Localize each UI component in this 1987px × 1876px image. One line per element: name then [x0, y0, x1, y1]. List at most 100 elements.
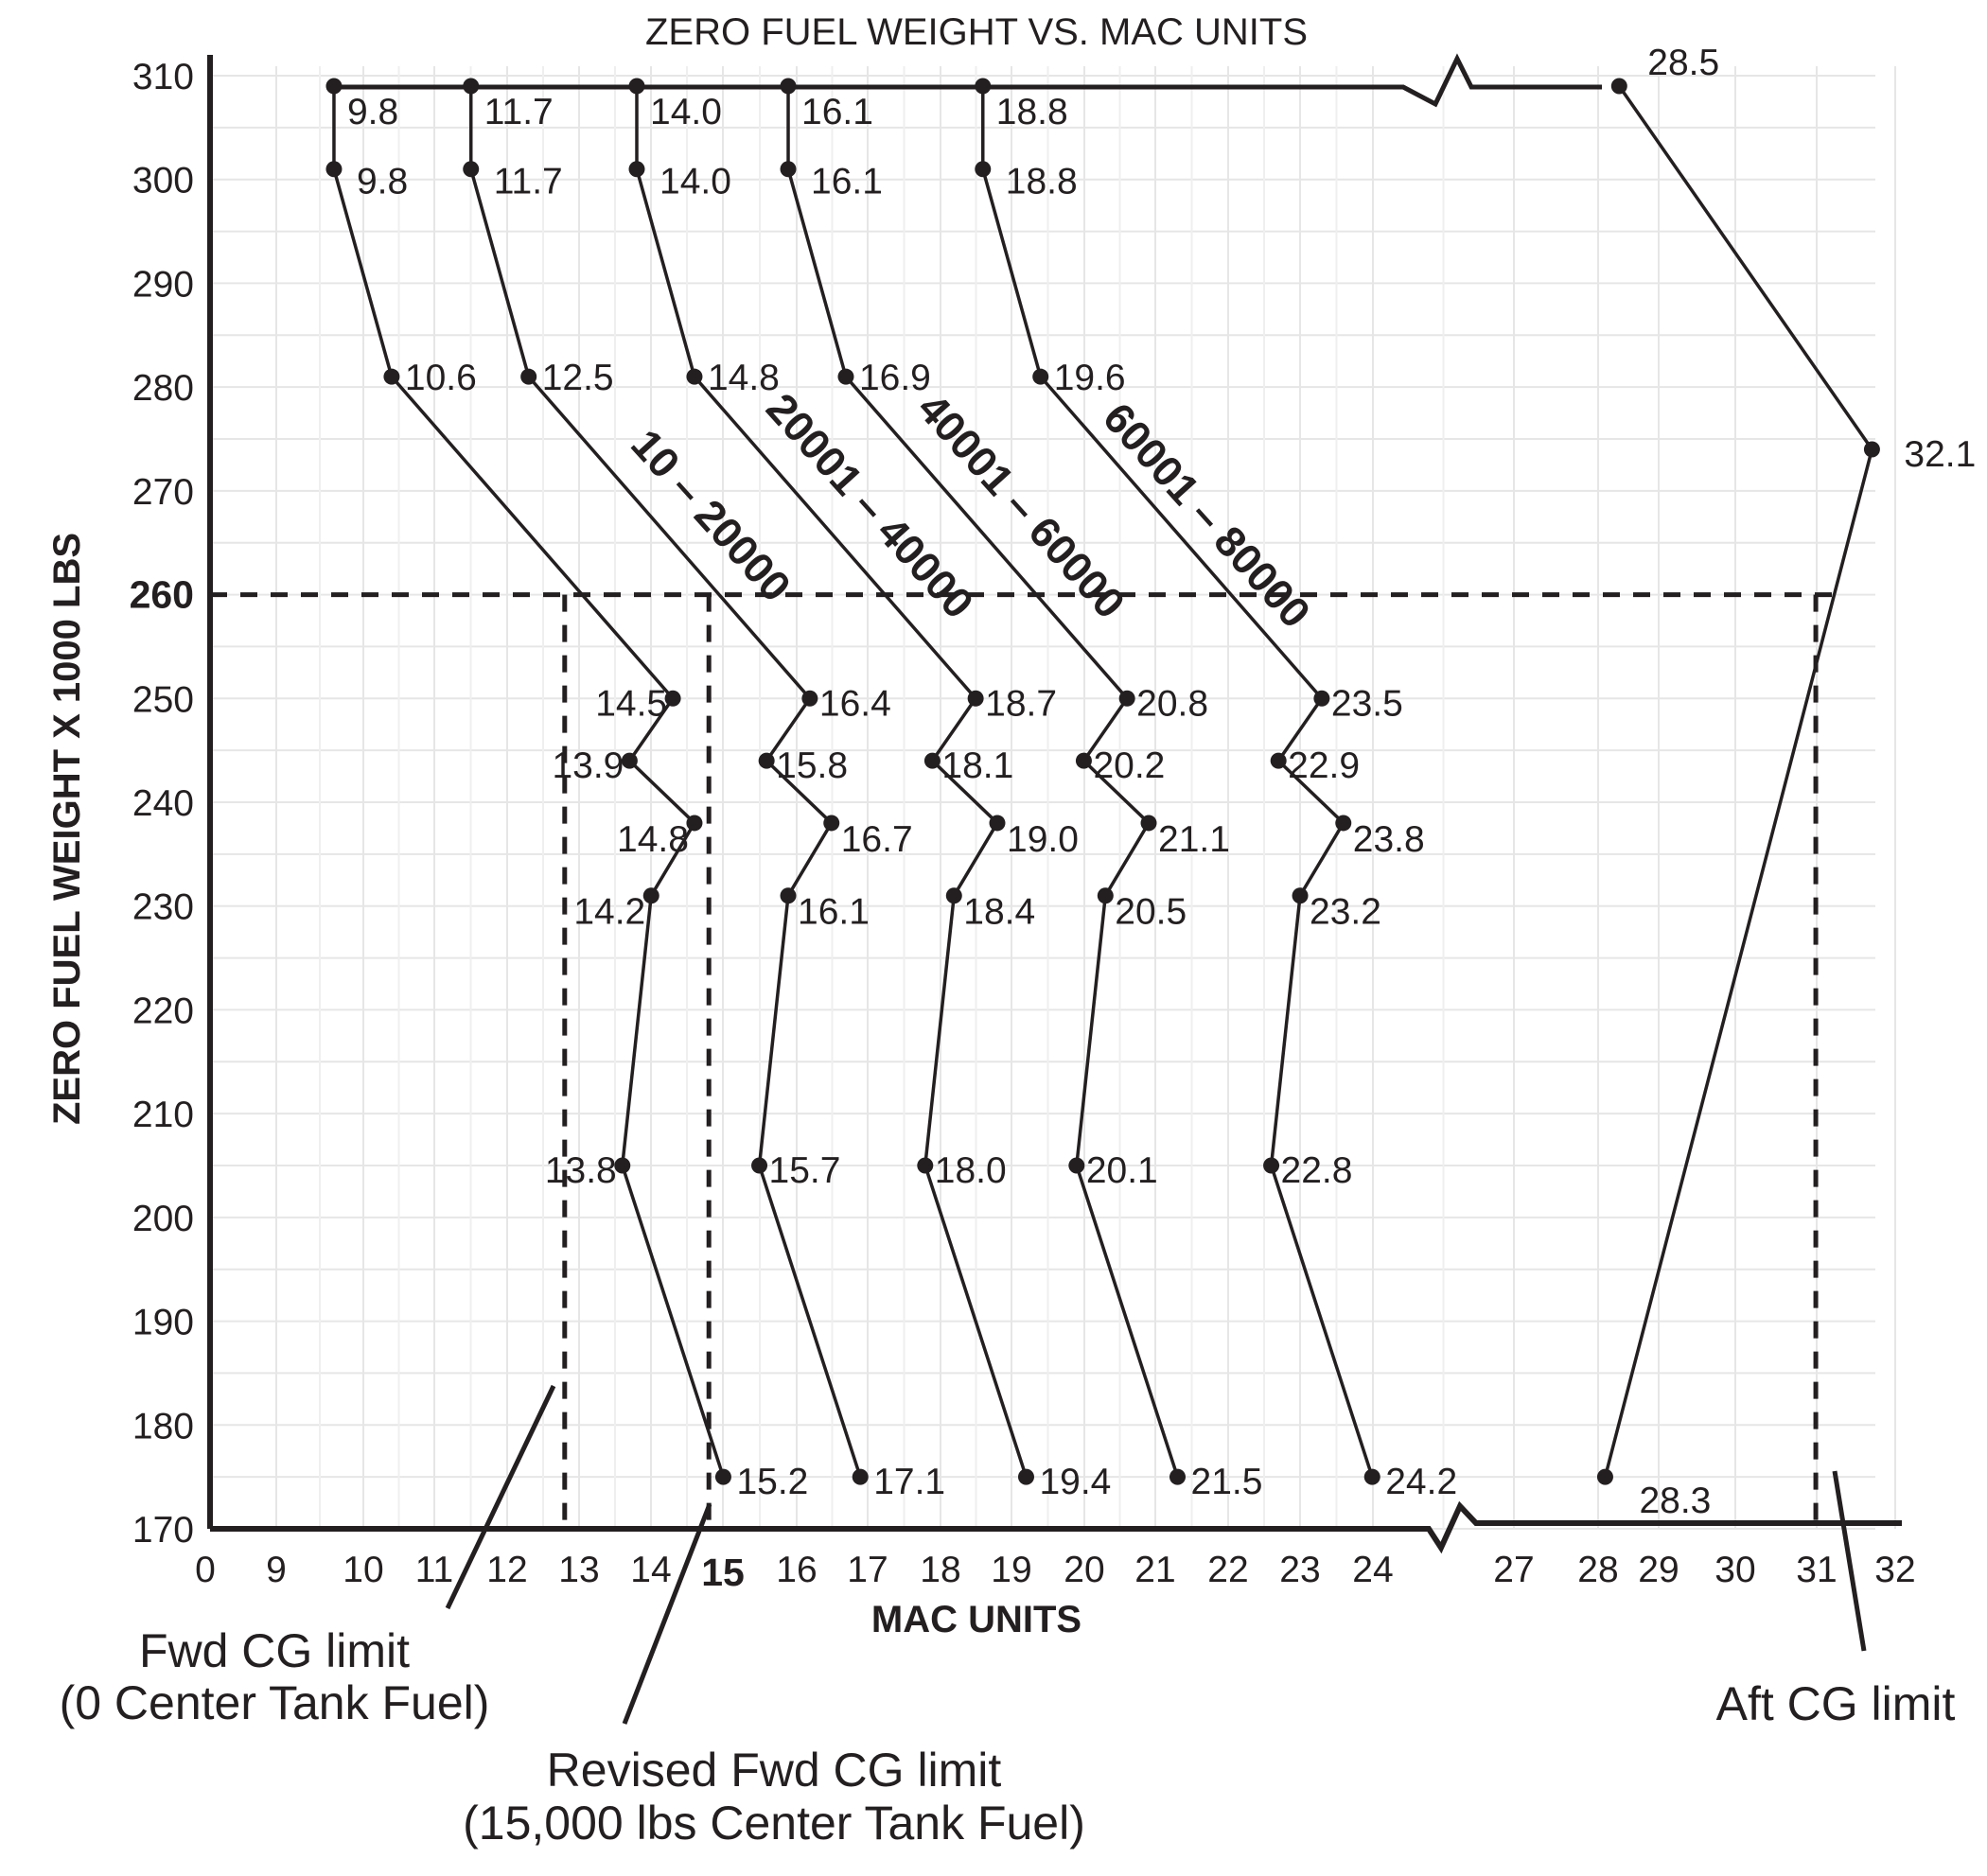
fwd-cg-callout-line1: Fwd CG limit	[139, 1624, 410, 1677]
data-point	[975, 78, 992, 95]
data-label: 14.8	[617, 819, 689, 860]
data-point	[686, 815, 703, 832]
x-tick-label: 9	[266, 1550, 287, 1590]
x-tick-label: 23	[1279, 1550, 1320, 1590]
data-label: 20.2	[1093, 745, 1165, 786]
x-tick-label: 22	[1207, 1550, 1248, 1590]
data-point	[1068, 1157, 1085, 1174]
data-point	[989, 815, 1006, 832]
x-tick-label: 13	[558, 1550, 599, 1590]
revised-fwd-cg-callout-line2: (15,000 lbs Center Tank Fuel)	[463, 1797, 1085, 1850]
y-tick-label: 300	[132, 161, 194, 202]
data-point	[621, 752, 638, 769]
data-label: 17.1	[873, 1462, 945, 1502]
data-point	[1596, 1468, 1613, 1485]
data-label: 28.3	[1639, 1481, 1711, 1521]
data-point	[628, 78, 645, 95]
data-label: 16.4	[819, 683, 891, 724]
data-point	[923, 752, 941, 769]
data-point	[1097, 887, 1114, 904]
data-point	[751, 1157, 768, 1174]
y-tick-label: 230	[132, 887, 194, 928]
data-point	[1335, 815, 1352, 832]
data-label: 16.7	[841, 819, 913, 860]
y-tick-label: 290	[132, 264, 194, 305]
x-tick-label: 11	[415, 1550, 454, 1590]
y-tick-label: 220	[132, 991, 194, 1031]
data-label: 21.1	[1158, 819, 1230, 860]
aft-cg-callout: Aft CG limit	[1716, 1677, 1956, 1730]
data-label: 15.7	[769, 1150, 841, 1191]
data-point	[628, 161, 645, 178]
series-line	[332, 85, 726, 1478]
data-label: 11.7	[494, 162, 563, 202]
data-label: 16.1	[798, 892, 870, 933]
data-label: 10.6	[405, 358, 477, 398]
data-label: 18.0	[935, 1150, 1007, 1191]
data-point	[1263, 1157, 1280, 1174]
data-point	[1118, 690, 1135, 707]
data-label: 9.8	[347, 92, 398, 132]
y-axis-title: ZERO FUEL WEIGHT X 1000 LBS	[46, 533, 88, 1125]
data-label: 14.0	[650, 92, 722, 132]
revised-fwd-cg-leader	[622, 1503, 712, 1725]
x-tick-label: 16	[776, 1550, 817, 1590]
x-tick-label: 15	[701, 1551, 745, 1594]
data-point	[614, 1157, 631, 1174]
x-tick-label: 12	[486, 1550, 527, 1590]
x-tick-labels: 0 9 10 11 12 13 14 15 16 17 18 19 20 21 22 23 24 27 28 29 30…	[195, 1550, 1916, 1594]
x-tick-label: 0	[195, 1550, 216, 1590]
grid	[210, 66, 1896, 1530]
y-tick-label: 280	[132, 368, 194, 409]
y-tick-label: 270	[132, 472, 194, 513]
fwd-cg-leader	[445, 1384, 556, 1610]
data-point	[1292, 887, 1309, 904]
y-tick-label: 240	[132, 783, 194, 824]
data-point	[917, 1157, 934, 1174]
data-label: 28.5	[1647, 43, 1719, 83]
data-point	[780, 161, 797, 178]
aft-cg-leader	[1832, 1470, 1867, 1652]
top-limit-line	[326, 53, 1602, 108]
x-tick-label: 10	[343, 1550, 383, 1590]
data-label: 16.1	[801, 92, 873, 132]
data-point	[686, 368, 703, 385]
data-point	[758, 752, 775, 769]
data-point	[801, 690, 818, 707]
data-point	[664, 690, 681, 707]
data-point	[780, 887, 797, 904]
chart-title: ZERO FUEL WEIGHT VS. MAC UNITS	[645, 11, 1308, 53]
data-point	[1017, 1468, 1034, 1485]
data-label: 15.8	[776, 745, 848, 786]
data-point	[325, 78, 343, 95]
data-label: 16.1	[811, 162, 883, 202]
data-label: 23.5	[1331, 683, 1403, 724]
x-tick-label: 20	[1064, 1550, 1104, 1590]
y-tick-label: 200	[132, 1199, 194, 1239]
data-point	[714, 1468, 731, 1485]
data-point	[1270, 752, 1287, 769]
x-tick-label: 32	[1874, 1550, 1915, 1590]
data-point	[1610, 78, 1627, 95]
y-tick-label: 310	[132, 57, 194, 97]
data-label: 19.6	[1054, 358, 1126, 398]
data-label: 18.7	[985, 683, 1057, 724]
y-tick-label: 180	[132, 1406, 194, 1446]
data-label: 12.5	[542, 358, 614, 398]
data-label: 32.1	[1904, 434, 1976, 475]
data-label: 20.1	[1086, 1150, 1158, 1191]
series-group: 9.8 9.8 10.6 14.5 13.9 14.8 14.2 13.8 15.2 11.7 11…	[325, 43, 1976, 1521]
data-label: 14.5	[595, 683, 667, 724]
x-tick-label: 28	[1577, 1550, 1618, 1590]
data-label: 14.8	[708, 358, 780, 398]
data-point	[1863, 441, 1880, 458]
data-label: 15.2	[736, 1462, 808, 1502]
x-tick-label: 27	[1493, 1550, 1534, 1590]
data-point	[975, 161, 992, 178]
data-point	[852, 1468, 869, 1485]
data-point	[945, 887, 962, 904]
data-point	[1169, 1468, 1186, 1485]
data-label: 18.8	[1006, 162, 1078, 202]
